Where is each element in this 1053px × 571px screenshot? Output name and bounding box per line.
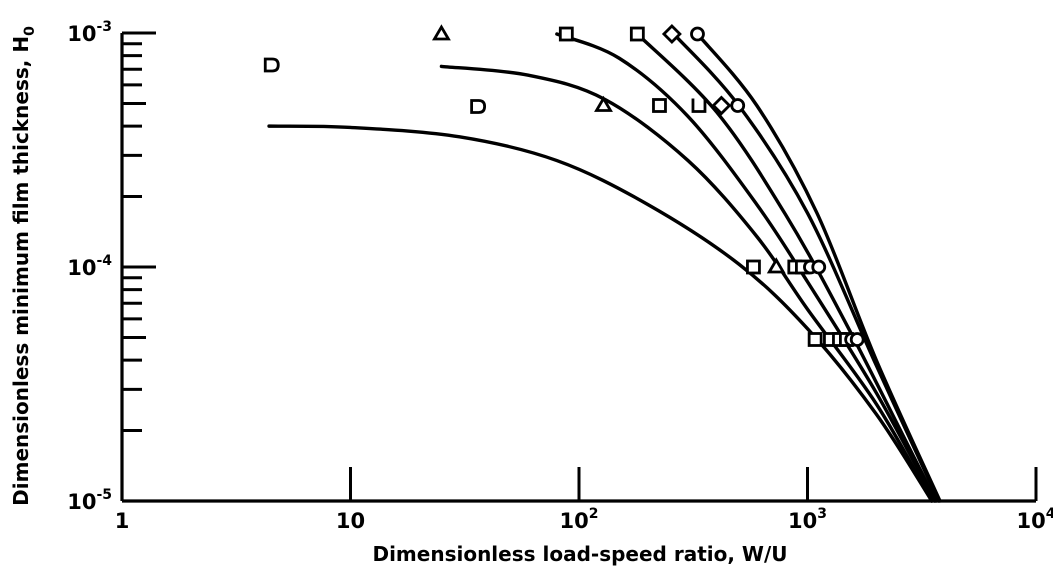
triangle-marker xyxy=(594,95,613,112)
flagged-square-marker xyxy=(263,57,280,73)
diamond-marker xyxy=(711,95,732,116)
x-tick-label: 10 xyxy=(336,509,365,533)
circle-marker xyxy=(811,259,827,275)
series-curve-1 xyxy=(267,124,934,503)
circle-marker xyxy=(690,26,705,42)
tick-labels: 1 10 102 103 104 10-5 10-4 10-3 xyxy=(67,19,1053,533)
diamond-marker xyxy=(661,24,682,45)
x-tick-label: 102 xyxy=(560,506,599,533)
square-marker xyxy=(807,332,823,347)
x-tick-label: 104 xyxy=(1017,506,1053,533)
square-marker xyxy=(652,98,667,113)
square-marker xyxy=(629,26,645,42)
y-tick-label: 10-3 xyxy=(67,19,112,46)
series-curve-4 xyxy=(635,32,938,503)
markers xyxy=(263,24,865,347)
y-tick-label: 10-4 xyxy=(67,253,112,280)
open-square-marker xyxy=(691,98,707,113)
curves xyxy=(267,32,942,503)
square-marker xyxy=(746,259,761,275)
circle-marker xyxy=(730,98,746,113)
triangle-marker xyxy=(766,257,786,274)
circle-marker xyxy=(849,332,865,347)
flagged-square-marker xyxy=(470,99,487,114)
series-curve-2 xyxy=(439,64,934,503)
y-axis-label: Dimensionless minimum film thickness, H0 xyxy=(9,26,38,506)
axes xyxy=(120,31,1038,503)
y-axis-label-group: Dimensionless minimum film thickness, H0 xyxy=(9,26,38,506)
x-tick-label: 1 xyxy=(115,509,130,533)
square-marker xyxy=(558,26,574,42)
series-curve-6 xyxy=(695,32,942,503)
x-axis-label: Dimensionless load-speed ratio, W/U xyxy=(372,542,787,566)
triangle-marker xyxy=(431,24,451,41)
x-tick-label: 103 xyxy=(788,506,827,533)
y-tick-label: 10-5 xyxy=(67,487,112,514)
y-axis-label-subscript: 0 xyxy=(22,26,38,36)
series-curve-3 xyxy=(555,32,937,503)
y-axis-label-main: Dimensionless minimum film thickness, H xyxy=(9,36,33,506)
